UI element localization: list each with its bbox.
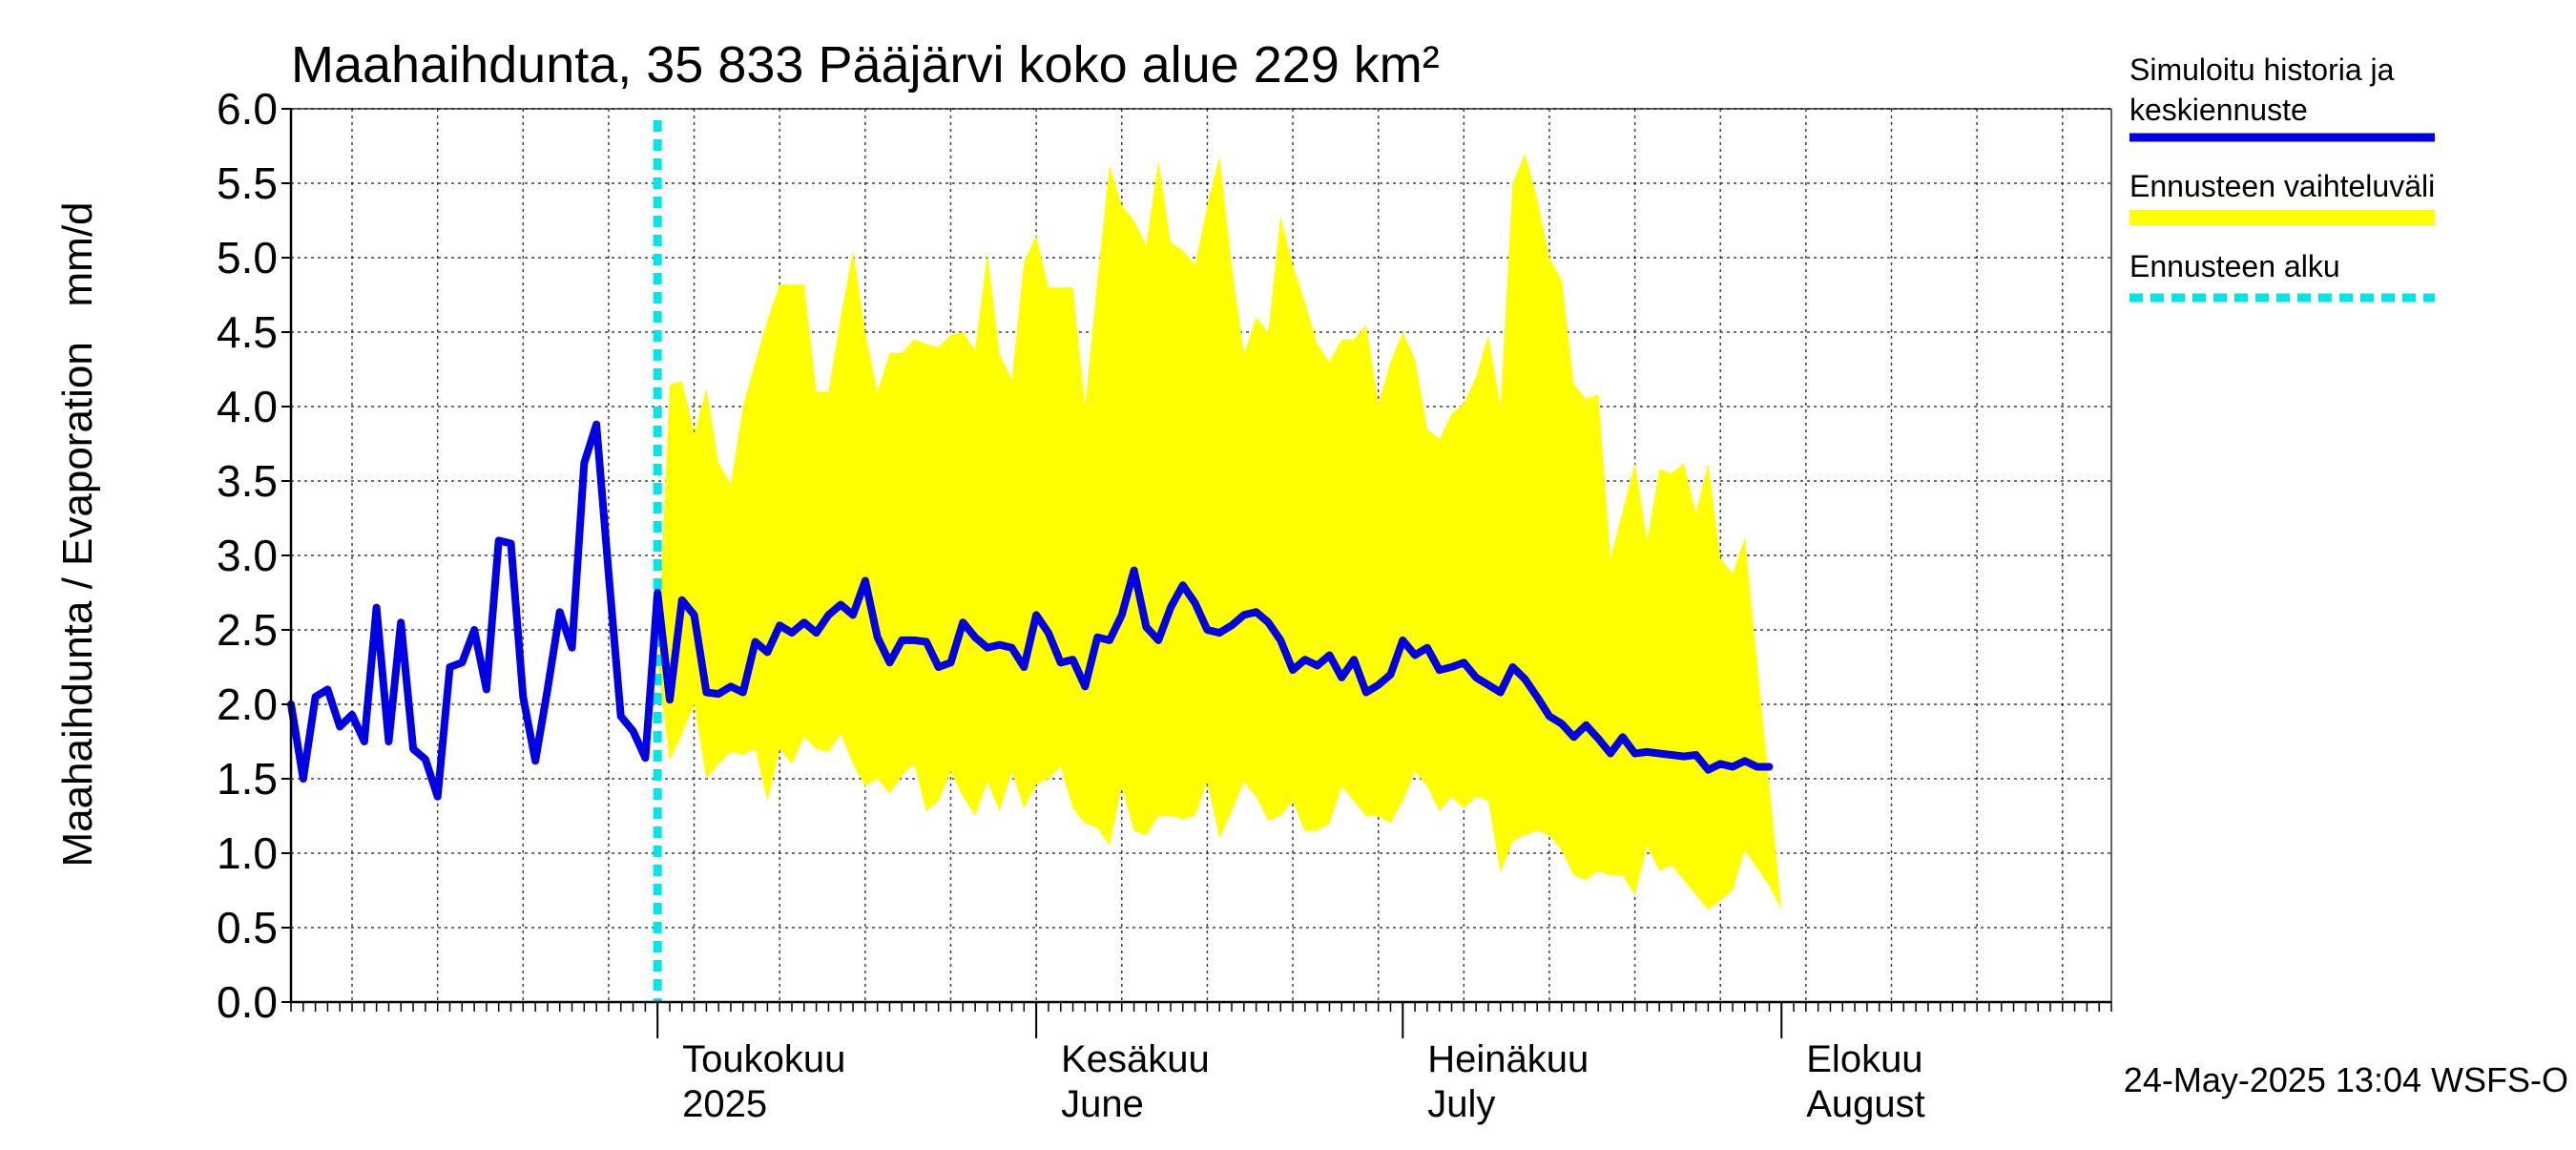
y-tick-label: 6.0: [217, 84, 278, 134]
y-tick-label: 3.0: [217, 531, 278, 580]
legend: Simuloitu historia ja keskiennuste Ennuste…: [2129, 52, 2435, 303]
x-month-label: Kesäkuu: [1061, 1038, 1210, 1080]
legend-label: Ennusteen alku: [2129, 249, 2340, 283]
x-month-label: Heinäkuu: [1427, 1038, 1589, 1080]
x-month-sublabel: 2025: [682, 1083, 767, 1125]
legend-label: Ennusteen vaihteluväli: [2129, 169, 2435, 203]
x-month-label: Toukokuu: [682, 1038, 845, 1080]
mean-line-layer: [287, 420, 1774, 801]
y-tick-label: 2.5: [217, 605, 278, 655]
forecast-range-band: [657, 153, 1782, 910]
y-tick-label: 3.5: [217, 456, 278, 506]
forecast-band-layer: [657, 153, 1782, 910]
x-month-sublabel: June: [1061, 1083, 1144, 1125]
footer-timestamp: 24-May-2025 13:04 WSFS-O: [2124, 1060, 2568, 1099]
x-month-sublabel: July: [1427, 1083, 1495, 1125]
y-axis-label: Maahaihdunta / Evaporation mm/d: [54, 201, 101, 867]
y-tick-label: 5.0: [217, 233, 278, 282]
y-tick-label: 1.5: [217, 754, 278, 804]
mean-forecast-line: [287, 420, 1774, 801]
x-month-label: Elokuu: [1806, 1038, 1922, 1080]
y-tick-label: 4.5: [217, 307, 278, 357]
y-tick-label: 5.5: [217, 158, 278, 208]
tick-layer: 0.0 0.5 1.0 1.5 2.0 2.5 3.0 3.5 4.0 4.5 5.0 5.5 6.0 T…: [217, 84, 2112, 1125]
legend-label: keskiennuste: [2129, 93, 2308, 127]
y-tick-label: 2.0: [217, 680, 278, 729]
y-tick-label: 1.0: [217, 828, 278, 878]
legend-label: Simuloitu historia ja: [2129, 52, 2395, 87]
y-tick-label: 0.5: [217, 903, 278, 952]
chart-title: Maahaihdunta, 35 833 Pääjärvi koko alue …: [291, 36, 1440, 94]
y-tick-label: 4.0: [217, 382, 278, 431]
y-tick-label: 0.0: [217, 977, 278, 1027]
x-month-sublabel: August: [1806, 1083, 1925, 1125]
